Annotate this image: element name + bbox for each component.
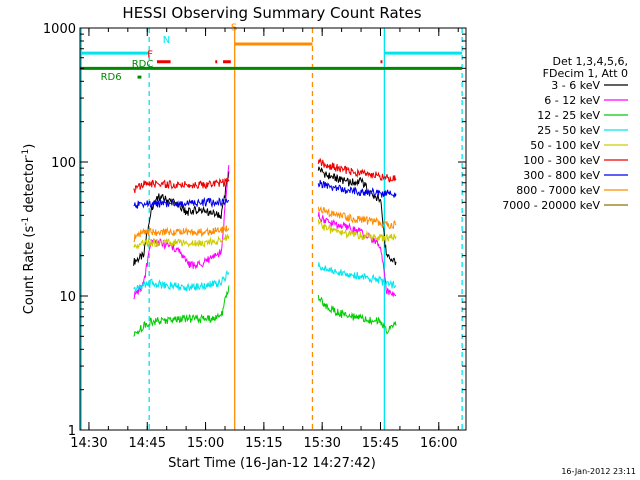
legend-label-800-7000keV: 800 - 7000 keV [516,184,600,197]
series-line-50-100keV [317,219,397,242]
chart-title: HESSI Observing Summary Count Rates [122,4,421,22]
series-line-25-50keV [317,262,397,289]
legend-label-7000-20000keV: 7000 - 20000 keV [502,199,600,212]
series-line-800-7000keV [317,205,397,230]
flag-f-label: F [147,50,153,61]
legend-label-12-25keV: 12 - 25 keV [537,109,600,122]
y-axis-label-part2: detector [22,157,37,217]
series-line-300-800keV [317,179,397,198]
y-axis-label-sup1: -1 [21,217,31,226]
x-tick-label-5: 15:45 [362,436,399,451]
footer-timestamp: 16-Jan-2012 23:11 [561,467,636,476]
series-line-50-100keV [133,234,230,250]
series-line-12-25keV [317,294,397,335]
flag-rdc-label: RDC [132,59,154,70]
x-tick-label-3: 15:15 [245,436,282,451]
series-line-6-12keV [133,164,230,300]
legend-header-line-0: Det 1,3,4,5,6, [552,55,628,68]
y-tick-label-3: 1000 [43,22,76,37]
legend-header-line-1: FDecim 1, Att 0 [543,67,628,80]
series-line-100-300keV [133,177,230,194]
y-axis-label: Count Rate (s-1 detector-1) [21,144,37,315]
plot-frame [79,27,467,431]
legend-label-50-100keV: 50 - 100 keV [530,139,600,152]
x-tick-label-1: 14:45 [129,436,166,451]
y-tick-label-1: 10 [59,290,76,305]
series-line-12-25keV [133,285,230,337]
series-line-800-7000keV [133,225,230,243]
x-tick-label-2: 15:00 [187,436,224,451]
legend-label-300-800keV: 300 - 800 keV [523,169,600,182]
series-line-3-6keV [133,171,230,266]
x-tick-label-0: 14:30 [70,436,107,451]
y-axis-label-part1: Count Rate (s [22,226,37,315]
y-tick-label-2: 100 [51,156,76,171]
y-axis-label-sup2: -1 [21,149,31,158]
flag-rd6-label: RD6 [101,72,122,83]
legend-label-6-12keV: 6 - 12 keV [544,94,600,107]
series-line-25-50keV [133,269,230,293]
y-tick-label-0: 1 [68,424,76,439]
y-axis-label-part3: ) [22,144,37,149]
legend-label-25-50keV: 25 - 50 keV [537,124,600,137]
flag-n-label: N [163,35,170,46]
x-tick-label-6: 16:00 [420,436,457,451]
x-tick-label-4: 15:30 [303,436,340,451]
series-line-300-800keV [133,196,230,209]
legend: Det 1,3,4,5,6,FDecim 1, Att 03 - 6 keV 6 … [502,55,628,212]
x-axis-label: Start Time (16-Jan-12 14:27:42) [168,456,376,471]
legend-label-100-300keV: 100 - 300 keV [523,154,600,167]
series-line-100-300keV [317,157,397,183]
legend-label-3-6keV: 3 - 6 keV [551,79,600,92]
